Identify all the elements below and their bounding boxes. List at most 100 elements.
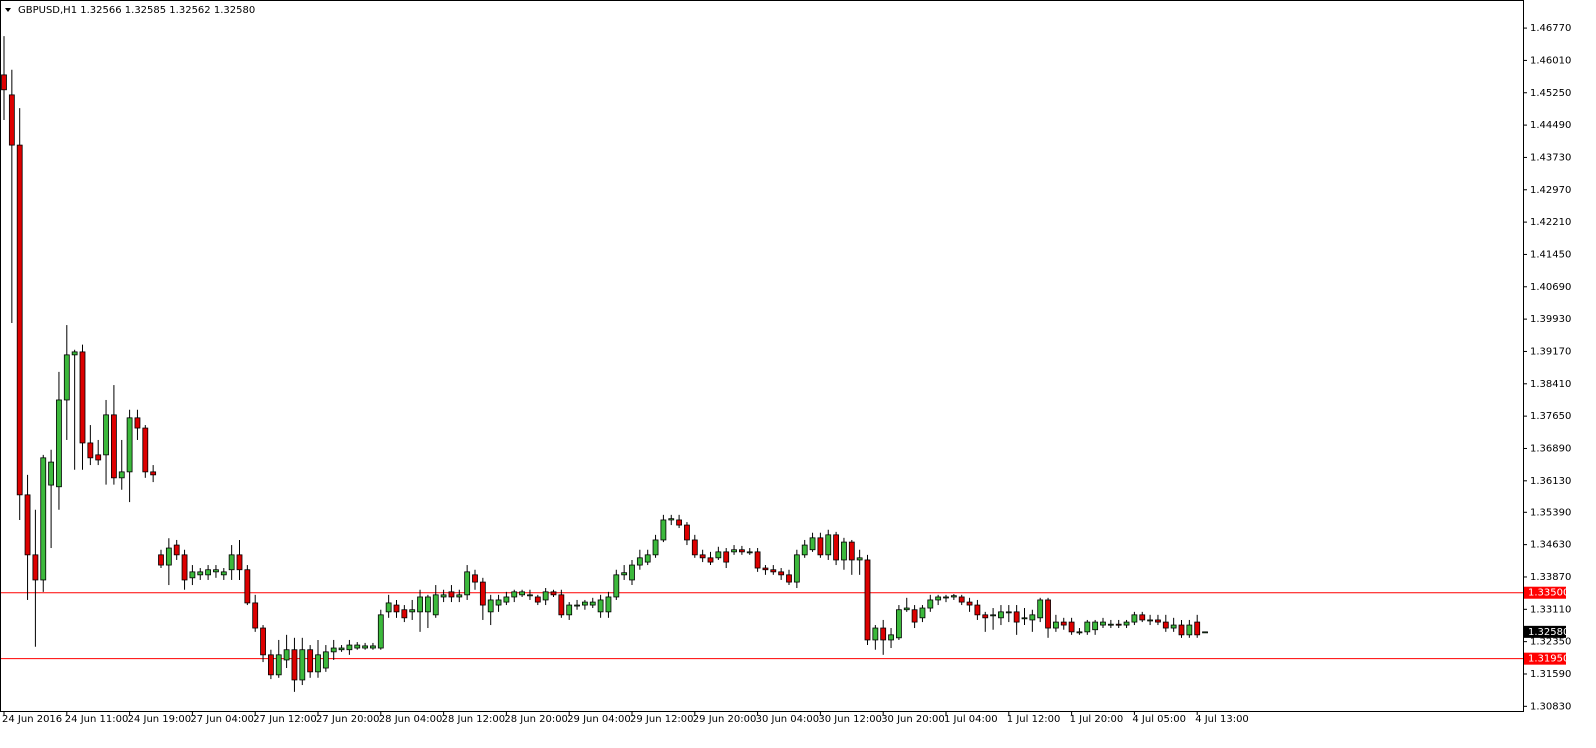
- candle-body: [660, 519, 667, 541]
- candle-body: [417, 596, 423, 613]
- y-tick-label: 1.36890: [1530, 443, 1571, 454]
- candle-body: [299, 649, 306, 681]
- x-tick-label: 4 Jul 13:00: [1195, 714, 1249, 725]
- x-tick-label: 30 Jun 12:00: [818, 714, 882, 725]
- x-tick-label: 1 Jul 20:00: [1070, 714, 1124, 725]
- level-label-box: [1524, 652, 1566, 665]
- x-tick-label: 28 Jun 20:00: [504, 714, 568, 725]
- candle-body: [597, 599, 604, 613]
- candle-body: [424, 596, 431, 613]
- candle-body: [621, 572, 628, 576]
- y-tick-label: 1.30830: [1530, 701, 1571, 712]
- candle-body: [1194, 621, 1201, 636]
- candle-body: [848, 541, 855, 561]
- candle-body: [1162, 621, 1169, 629]
- candle-body: [778, 571, 785, 576]
- candle-body: [911, 609, 918, 623]
- candle-body: [362, 645, 369, 649]
- candle-body: [370, 645, 376, 649]
- candle-body: [1021, 617, 1028, 620]
- y-tick-label: 1.42210: [1530, 217, 1571, 228]
- candle-body: [385, 602, 392, 613]
- candle-body: [244, 569, 251, 604]
- candle-body: [1170, 624, 1177, 629]
- candle-body: [16, 144, 23, 496]
- candle-body: [1147, 619, 1153, 622]
- candle-body: [220, 571, 227, 576]
- candle-body: [165, 547, 172, 566]
- candle-body: [267, 654, 274, 676]
- candle-body: [1029, 614, 1036, 621]
- candle-body: [118, 471, 125, 479]
- candle-body: [542, 591, 549, 601]
- x-tick-label: 24 Jun 11:00: [65, 714, 129, 725]
- x-tick-label: 29 Jun 12:00: [630, 714, 694, 725]
- candle-body: [935, 596, 942, 601]
- candle-body: [1186, 624, 1193, 636]
- candle-body: [558, 594, 565, 616]
- current-price-label: 1.32580: [1528, 627, 1569, 638]
- candle-body: [691, 539, 698, 556]
- candle-body: [315, 654, 321, 673]
- candle-body: [841, 541, 847, 561]
- candle-body: [511, 591, 518, 598]
- x-tick-label: 4 Jul 05:00: [1132, 714, 1186, 725]
- candle-body: [401, 609, 408, 619]
- y-tick-label: 1.45250: [1530, 88, 1571, 99]
- candle-body: [919, 607, 926, 619]
- y-tick-label: 1.39170: [1530, 346, 1571, 357]
- candle-body: [393, 604, 400, 613]
- x-tick-label: 1 Jul 12:00: [1007, 714, 1061, 725]
- level-label: 1.31950: [1528, 654, 1569, 665]
- candle-body: [723, 551, 730, 563]
- y-tick-label: 1.32350: [1530, 637, 1571, 648]
- candle-body: [56, 399, 62, 488]
- x-tick-label: 30 Jun 20:00: [881, 714, 945, 725]
- candle-body: [896, 609, 902, 639]
- candle-body: [1178, 624, 1185, 636]
- candle-body: [181, 554, 188, 581]
- candle-body: [150, 471, 157, 476]
- candle-body: [1060, 621, 1067, 626]
- x-tick-label: 28 Jun 12:00: [442, 714, 506, 725]
- y-tick-label: 1.38410: [1530, 379, 1571, 390]
- candle-body: [605, 596, 612, 613]
- candle-body: [126, 417, 133, 473]
- candle-body: [456, 594, 463, 598]
- candle-body: [652, 539, 659, 556]
- candle-body: [354, 644, 361, 649]
- candle-body: [746, 551, 753, 554]
- candle-body: [786, 574, 792, 583]
- candle-body: [817, 537, 824, 556]
- candle-body: [927, 599, 934, 609]
- candle-body: [582, 601, 588, 606]
- y-tick-label: 1.35390: [1530, 507, 1571, 518]
- candle-body: [236, 554, 243, 571]
- candle-body: [409, 609, 416, 613]
- candle-body: [534, 596, 541, 603]
- candle-body: [448, 591, 455, 598]
- candle-body: [943, 596, 949, 599]
- candle-body: [636, 557, 643, 566]
- candle-body: [715, 551, 722, 559]
- candle-body: [676, 519, 682, 526]
- candle-body: [377, 614, 384, 649]
- y-tick-label: 1.46770: [1530, 23, 1571, 34]
- candle-body: [1139, 614, 1146, 621]
- level-label-box: [1524, 586, 1566, 599]
- candle-body: [283, 649, 290, 661]
- candle-body: [762, 567, 769, 571]
- candle-body: [142, 427, 149, 473]
- candle-body: [833, 534, 839, 561]
- candle-body: [330, 647, 337, 653]
- candle-body: [275, 654, 282, 676]
- candle-body: [1084, 621, 1091, 633]
- candle-body: [338, 647, 345, 651]
- candle-body: [1155, 619, 1161, 623]
- candle-body: [346, 644, 353, 651]
- candle-body: [739, 549, 745, 553]
- candle-body: [574, 604, 580, 607]
